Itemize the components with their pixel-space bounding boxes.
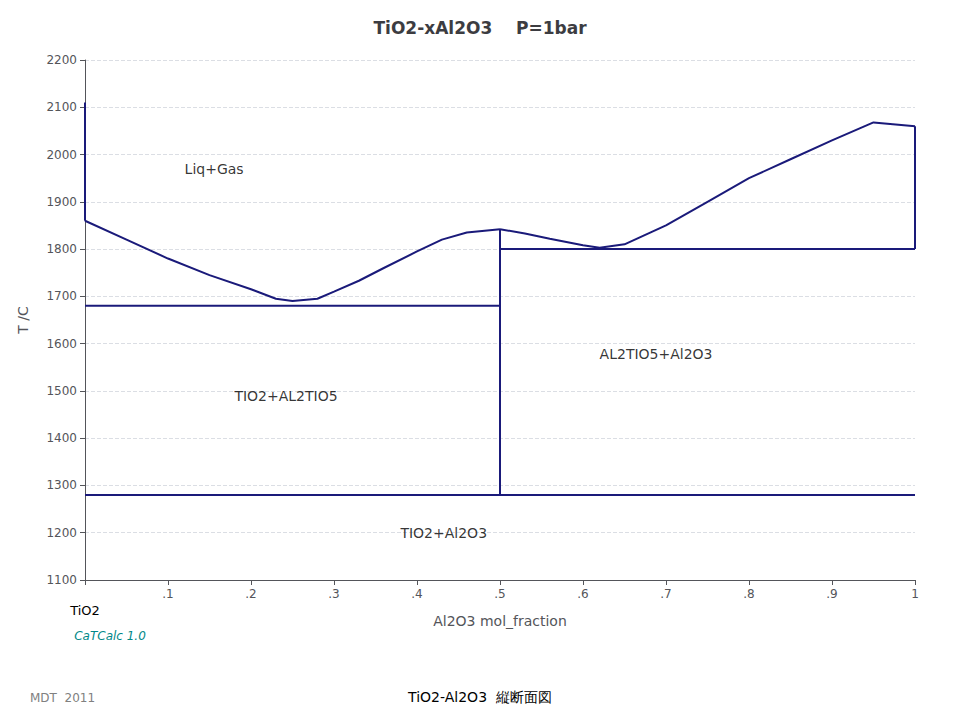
svg-text:1400: 1400 <box>46 431 77 445</box>
svg-text:.7: .7 <box>660 587 671 601</box>
svg-text:TIO2+AL2TIO5: TIO2+AL2TIO5 <box>233 388 337 404</box>
svg-text:1700: 1700 <box>46 289 77 303</box>
svg-text:Al2O3 mol_fraction: Al2O3 mol_fraction <box>433 613 567 629</box>
svg-text:.3: .3 <box>328 587 339 601</box>
svg-text:1800: 1800 <box>46 242 77 256</box>
svg-text:1500: 1500 <box>46 384 77 398</box>
svg-text:T /C: T /C <box>15 306 31 335</box>
svg-text:2100: 2100 <box>46 100 77 114</box>
svg-text:2000: 2000 <box>46 148 77 162</box>
svg-text:.6: .6 <box>577 587 588 601</box>
svg-text:TIO2+Al2O3: TIO2+Al2O3 <box>399 525 487 541</box>
svg-text:1200: 1200 <box>46 526 77 540</box>
svg-text:AL2TIO5+Al2O3: AL2TIO5+Al2O3 <box>600 346 713 362</box>
svg-text:1600: 1600 <box>46 337 77 351</box>
svg-text:TiO2-xAl2O3 P=1bar: TiO2-xAl2O3 P=1bar <box>373 18 587 38</box>
svg-text:1: 1 <box>911 587 919 601</box>
svg-text:.4: .4 <box>411 587 422 601</box>
svg-text:TiO2: TiO2 <box>69 603 100 618</box>
svg-text:TiO2-Al2O3 縦断面図: TiO2-Al2O3 縦断面図 <box>407 689 552 705</box>
svg-text:.2: .2 <box>245 587 256 601</box>
svg-text:1900: 1900 <box>46 195 77 209</box>
svg-text:1100: 1100 <box>46 573 77 587</box>
svg-text:.5: .5 <box>494 587 505 601</box>
svg-text:.8: .8 <box>743 587 754 601</box>
svg-text:Liq+Gas: Liq+Gas <box>185 161 244 177</box>
svg-text:.9: .9 <box>826 587 837 601</box>
svg-text:2200: 2200 <box>46 53 77 67</box>
svg-text:1300: 1300 <box>46 478 77 492</box>
svg-text:.1: .1 <box>162 587 173 601</box>
svg-text:CaTCalc 1.0: CaTCalc 1.0 <box>74 629 146 643</box>
svg-text:MDT 2011: MDT 2011 <box>30 691 95 705</box>
